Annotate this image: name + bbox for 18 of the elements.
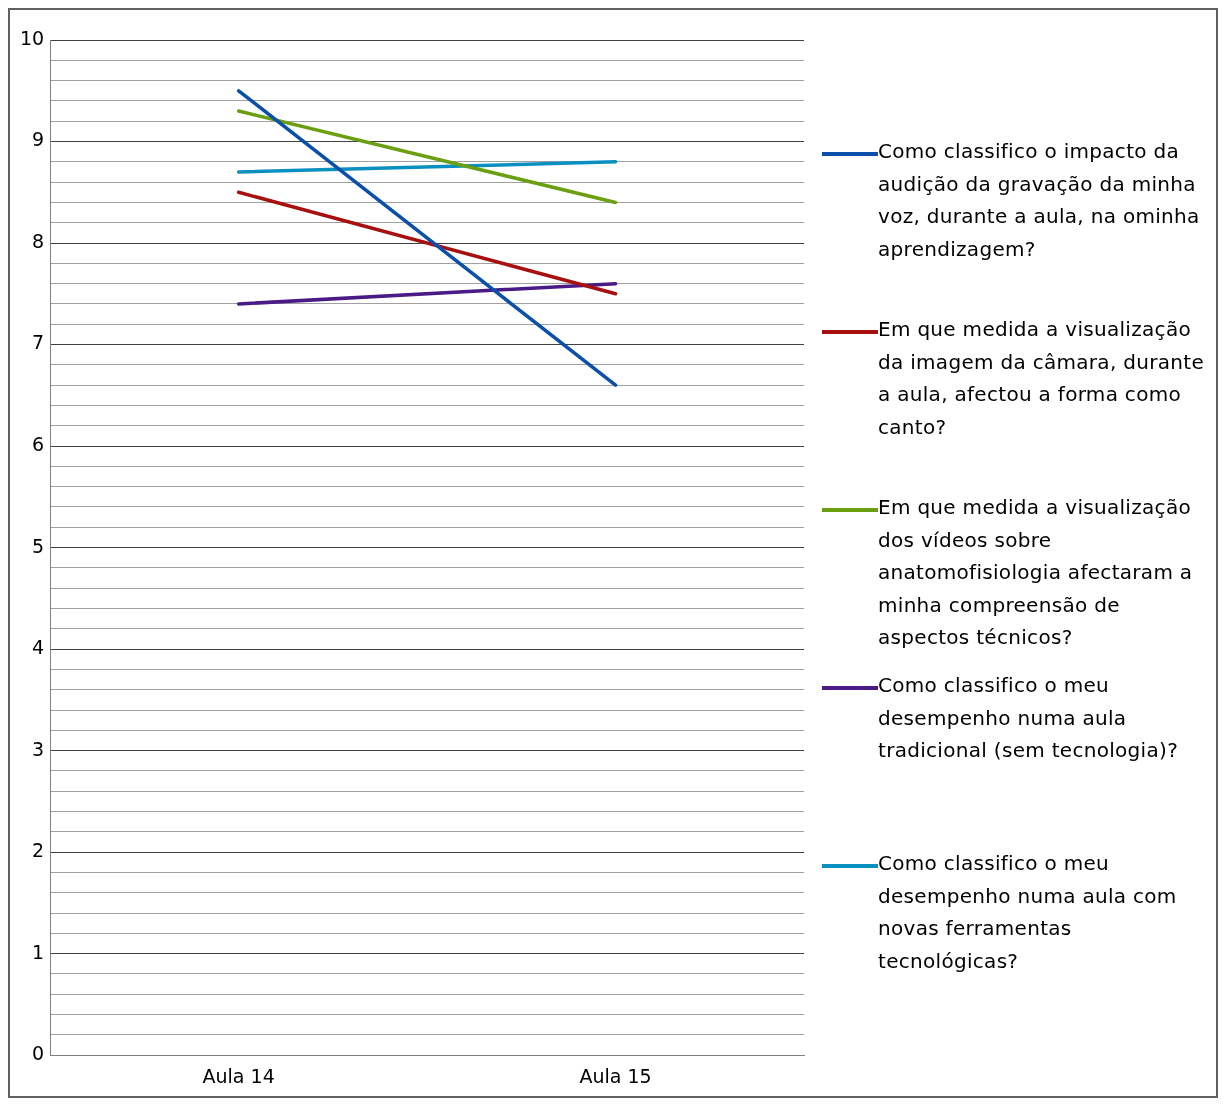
y-tick-label: 7 <box>32 331 45 354</box>
x-tick-label: Aula 15 <box>579 1064 652 1087</box>
legend-label: Em que medida a visualização da imagem da câmara, durante a aula, afectou a forma como canto? <box>878 316 1205 441</box>
y-tick-label: 6 <box>32 433 45 456</box>
legend-label: Como classifico o meu desempenho numa aula tradicional (sem tecnologia)? <box>878 672 1180 764</box>
y-tick-label: 1 <box>32 940 45 963</box>
y-tick-label: 8 <box>32 229 45 252</box>
y-tick-label: 3 <box>32 737 45 760</box>
y-tick-label: 0 <box>32 1042 45 1065</box>
y-tick-label: 2 <box>32 839 45 862</box>
y-tick-label: 4 <box>32 636 45 659</box>
x-tick-label: Aula 14 <box>202 1064 275 1087</box>
legend-label: Como classifico o meu desempenho numa aula com novas ferramentas tecnológicas? <box>878 850 1178 975</box>
legend-label: Como classifico o impacto da audição da gravação da minha voz, durante a aula, na ominha aprendizagem? <box>878 138 1201 263</box>
legend-label: Em que medida a visualização dos vídeos sobre anatomofisiologia afectaram a minha compreensão de aspectos técnicos? <box>878 494 1194 651</box>
y-tick-label: 5 <box>32 534 45 557</box>
y-tick-label: 10 <box>19 26 45 49</box>
y-tick-label: 9 <box>32 128 45 151</box>
